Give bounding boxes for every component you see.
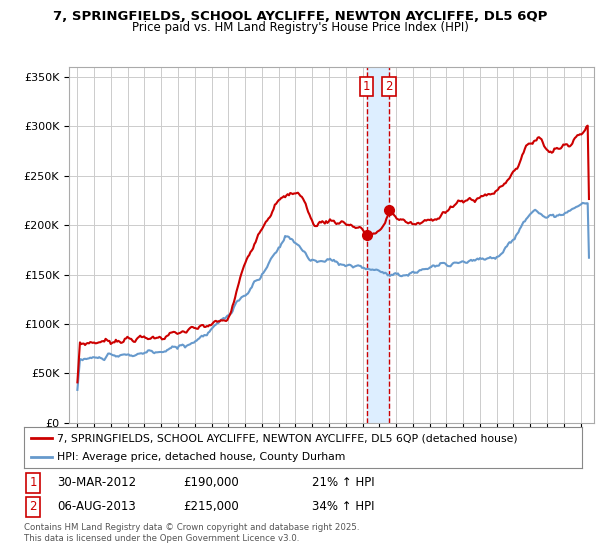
Text: 2: 2 [29, 500, 37, 514]
Text: 7, SPRINGFIELDS, SCHOOL AYCLIFFE, NEWTON AYCLIFFE, DL5 6QP: 7, SPRINGFIELDS, SCHOOL AYCLIFFE, NEWTON… [53, 10, 547, 23]
Text: 1: 1 [363, 80, 370, 94]
Text: £215,000: £215,000 [183, 500, 239, 514]
Text: 21% ↑ HPI: 21% ↑ HPI [312, 476, 374, 489]
Bar [367, 67, 389, 423]
Text: 30-MAR-2012: 30-MAR-2012 [57, 476, 136, 489]
Text: Contains HM Land Registry data © Crown copyright and database right 2025.
This d: Contains HM Land Registry data © Crown c… [24, 524, 359, 543]
Text: £190,000: £190,000 [183, 476, 239, 489]
Text: 7, SPRINGFIELDS, SCHOOL AYCLIFFE, NEWTON AYCLIFFE, DL5 6QP (detached house): 7, SPRINGFIELDS, SCHOOL AYCLIFFE, NEWTON… [58, 433, 518, 443]
Text: 34% ↑ HPI: 34% ↑ HPI [312, 500, 374, 514]
Text: 06-AUG-2013: 06-AUG-2013 [57, 500, 136, 514]
Text: 2: 2 [385, 80, 393, 94]
Text: Price paid vs. HM Land Registry's House Price Index (HPI): Price paid vs. HM Land Registry's House … [131, 21, 469, 34]
Text: HPI: Average price, detached house, County Durham: HPI: Average price, detached house, Coun… [58, 452, 346, 461]
Text: 1: 1 [29, 476, 37, 489]
